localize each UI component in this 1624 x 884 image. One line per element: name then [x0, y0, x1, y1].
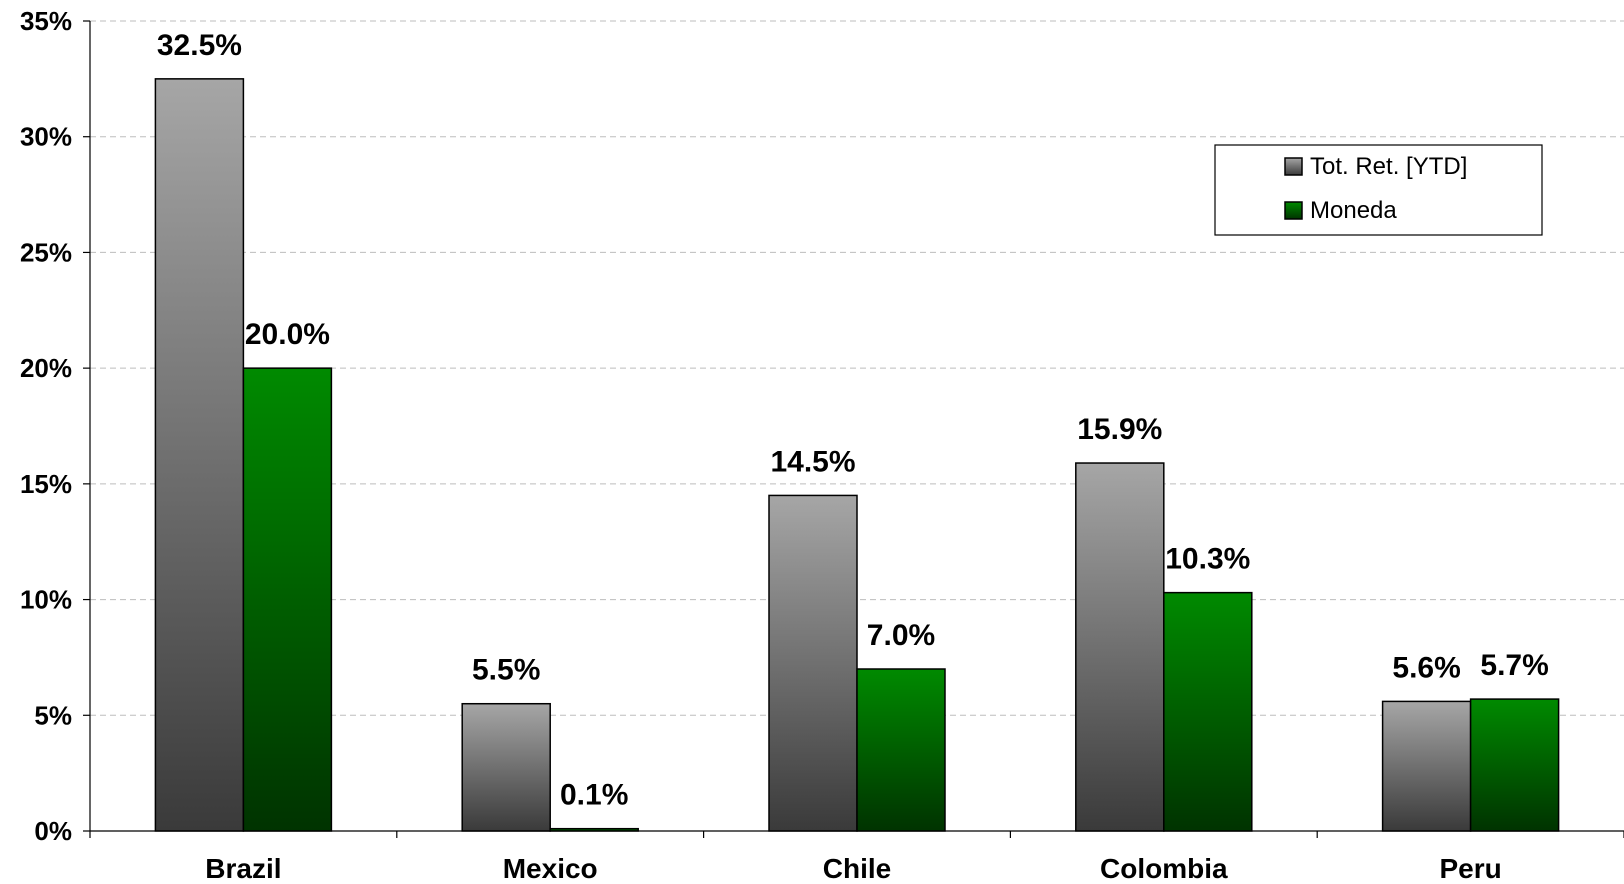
- bar-tot-ret: [1381, 700, 1472, 832]
- y-tick-label: 15%: [20, 469, 72, 499]
- y-tick-label: 0%: [34, 816, 72, 846]
- bar-tot-ret: [768, 494, 858, 832]
- data-label: 5.5%: [472, 654, 540, 687]
- data-label: 15.9%: [1077, 413, 1162, 446]
- bar-moneda: [549, 827, 639, 832]
- bar-tot-ret: [154, 78, 245, 832]
- bar-moneda: [856, 668, 946, 832]
- legend-label-moneda: Moneda: [1310, 197, 1397, 224]
- y-tick-label: 25%: [20, 237, 72, 267]
- data-label: 10.3%: [1165, 543, 1250, 576]
- legend-label-tot-ret: Tot. Ret. [YTD]: [1310, 153, 1467, 180]
- legend-swatch-tot-ret: [1284, 157, 1303, 176]
- bar-tot-ret: [461, 702, 551, 832]
- data-labels: 32.5% 20.0% 5.5% 0.1% 14.5% 7.0% 15.9% 10.3% 5.6…: [157, 29, 1549, 812]
- y-axis-tick-labels: 0% 5% 10% 15% 20% 25% 30% 35%: [20, 6, 72, 846]
- legend-swatch-moneda: [1284, 201, 1303, 220]
- bar-tot-ret: [1075, 462, 1165, 832]
- category-label: Peru: [1439, 853, 1501, 884]
- legend-box: [1214, 144, 1543, 236]
- y-tick-label: 10%: [20, 585, 72, 615]
- y-tick-label: 35%: [20, 6, 72, 36]
- bar-moneda: [1469, 698, 1560, 832]
- data-label: 5.6%: [1392, 651, 1460, 684]
- gridlines: [90, 20, 1624, 716]
- data-label: 32.5%: [157, 29, 242, 62]
- data-label: 14.5%: [770, 445, 855, 478]
- bars: [154, 78, 1560, 832]
- y-tick-label: 20%: [20, 353, 72, 383]
- x-axis-category-labels: Brazil Mexico Chile Colombia Peru: [205, 853, 1501, 884]
- category-label: Chile: [823, 853, 891, 884]
- data-label: 7.0%: [867, 619, 935, 652]
- category-label: Colombia: [1100, 853, 1228, 884]
- bar-moneda: [1163, 591, 1253, 832]
- category-label: Brazil: [205, 853, 281, 884]
- data-label: 5.7%: [1480, 649, 1548, 682]
- data-label: 0.1%: [560, 779, 628, 812]
- y-tick-label: 5%: [34, 700, 72, 730]
- y-tick-label: 30%: [20, 122, 72, 152]
- category-label: Mexico: [503, 853, 598, 884]
- data-label: 20.0%: [245, 318, 330, 351]
- bar-moneda: [242, 367, 333, 832]
- legend: Tot. Ret. [YTD] Moneda: [1214, 144, 1543, 236]
